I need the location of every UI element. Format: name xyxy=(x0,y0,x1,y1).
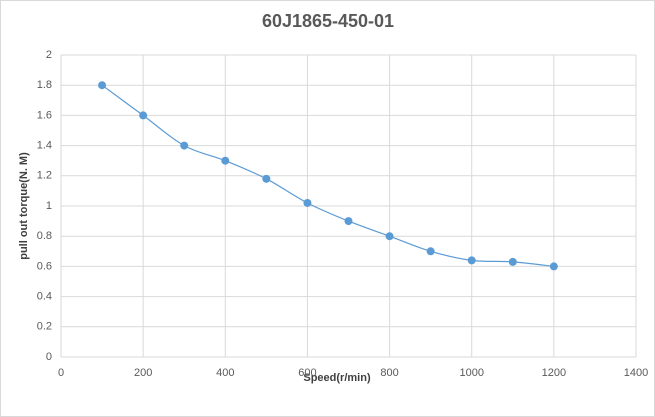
marker xyxy=(344,217,353,226)
y-axis-label: pull out torque(N. M) xyxy=(18,152,30,260)
y-tick-label: 1.2 xyxy=(37,170,52,182)
x-tick-label: 1200 xyxy=(542,367,566,379)
marker xyxy=(180,141,189,150)
y-tick-label: 0 xyxy=(46,351,52,363)
y-tick-label: 1 xyxy=(46,200,52,212)
marker xyxy=(262,174,271,183)
marker xyxy=(426,247,435,256)
marker xyxy=(549,262,558,271)
y-tick-label: 0.4 xyxy=(37,291,52,303)
x-tick-label: 200 xyxy=(134,367,152,379)
x-tick-label: 1000 xyxy=(459,367,483,379)
x-tick-label: 0 xyxy=(58,367,64,379)
y-tick-label: 1.6 xyxy=(37,109,52,121)
x-tick-label: 400 xyxy=(216,367,234,379)
y-tick-label: 0.8 xyxy=(37,230,52,242)
y-tick-label: 0.6 xyxy=(37,260,52,272)
x-tick-label: 800 xyxy=(380,367,398,379)
x-axis-label: Speed(r/min) xyxy=(303,372,371,384)
y-tick-label: 0.2 xyxy=(37,321,52,333)
chart-title: 60J1865-450-01 xyxy=(262,11,394,31)
y-tick-label: 1.8 xyxy=(37,79,52,91)
x-tick-label: 600 xyxy=(298,367,316,379)
marker xyxy=(508,257,517,266)
y-tick-label: 2 xyxy=(46,49,52,61)
marker xyxy=(303,198,312,207)
marker xyxy=(139,111,148,120)
marker xyxy=(385,232,394,241)
x-tick-label: 1400 xyxy=(624,367,648,379)
marker xyxy=(221,156,230,165)
marker xyxy=(467,256,476,265)
y-tick-label: 1.4 xyxy=(37,140,52,152)
marker xyxy=(98,81,107,90)
